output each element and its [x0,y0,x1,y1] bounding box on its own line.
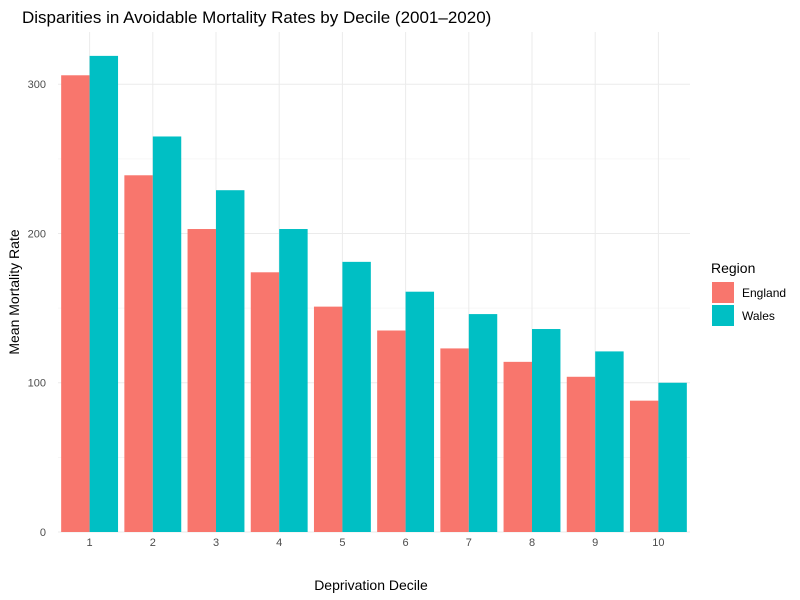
bars [61,55,687,533]
y-axis-ticks: 0 100 200 300 [28,79,46,539]
x-tick-label: 6 [403,537,409,549]
x-axis-ticks: 1 2 3 4 5 6 7 8 9 10 [87,537,665,549]
bar-england-7 [440,348,469,532]
bar-england-1 [61,75,90,533]
bar-england-10 [629,400,659,532]
bar-wales-1 [89,55,119,533]
legend-swatch-england [712,282,734,303]
chart-title: Disparities in Avoidable Mortality Rates… [22,8,491,27]
legend: Region England Wales [711,260,786,326]
x-tick-label: 4 [276,537,282,549]
bar-england-5 [313,306,343,532]
bar-wales-9 [595,351,624,532]
bar-england-2 [124,175,153,533]
bar-wales-6 [405,291,435,532]
x-tick-label: 8 [529,537,535,549]
bar-england-9 [566,376,596,532]
bar-wales-2 [152,136,182,533]
legend-swatch-wales [712,305,734,326]
x-tick-label: 7 [466,537,472,549]
x-tick-label: 9 [592,537,598,549]
x-tick-label: 10 [652,537,664,549]
bar-wales-10 [658,382,687,532]
bar-wales-5 [342,261,371,532]
legend-label-wales: Wales [742,309,775,323]
y-axis-title: Mean Mortality Rate [6,229,22,354]
bar-england-4 [250,272,280,532]
x-axis-title: Deprivation Decile [314,577,428,593]
bar-wales-3 [216,190,245,532]
legend-title: Region [711,260,755,276]
y-tick-label: 200 [28,228,46,240]
y-tick-label: 0 [40,527,46,539]
bar-england-6 [377,330,406,532]
y-tick-label: 300 [28,79,46,91]
y-tick-label: 100 [28,378,46,390]
bar-wales-8 [532,329,561,532]
bar-wales-4 [279,229,308,532]
x-tick-label: 2 [150,537,156,549]
x-tick-label: 1 [87,537,93,549]
bar-england-3 [187,229,216,532]
x-tick-label: 3 [213,537,219,549]
bar-england-8 [503,361,532,532]
bar-wales-7 [468,314,498,532]
legend-label-england: England [742,286,786,300]
x-tick-label: 5 [339,537,345,549]
